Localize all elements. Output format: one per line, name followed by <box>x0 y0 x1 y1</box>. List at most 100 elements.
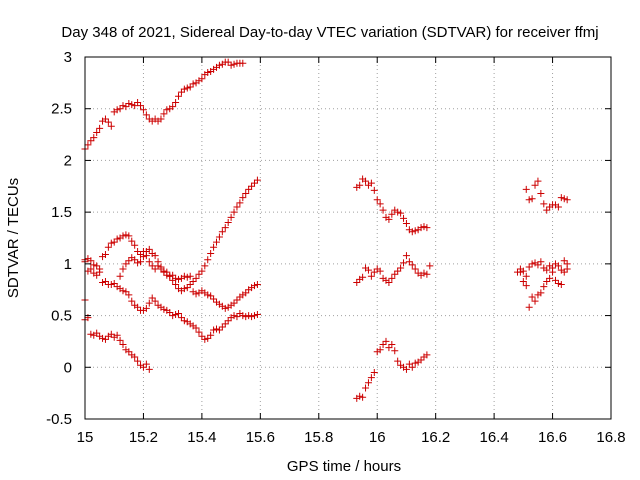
data-point <box>250 282 258 290</box>
data-point <box>239 194 247 202</box>
y-tick-label: 1.5 <box>51 204 72 221</box>
data-point <box>525 263 533 271</box>
points-layer <box>81 58 571 402</box>
x-tick-label: 16.6 <box>538 429 567 446</box>
data-point <box>192 290 200 298</box>
data-point <box>408 363 416 371</box>
data-point <box>531 181 539 189</box>
data-point <box>119 265 127 273</box>
data-point <box>122 103 130 111</box>
data-point <box>207 292 215 300</box>
data-point <box>101 251 109 259</box>
data-point <box>142 304 150 312</box>
data-point <box>195 328 203 336</box>
data-point <box>230 312 238 320</box>
data-point <box>157 115 165 123</box>
x-tick-label: 15.8 <box>304 429 333 446</box>
data-point <box>563 265 571 273</box>
data-point <box>213 325 220 333</box>
data-point <box>145 258 153 266</box>
data-point <box>151 252 159 260</box>
data-point <box>93 262 101 270</box>
data-point <box>385 344 393 352</box>
data-point <box>125 232 133 240</box>
data-point <box>516 268 524 276</box>
data-point <box>242 289 250 297</box>
data-point <box>250 179 258 187</box>
data-point <box>400 214 408 222</box>
data-point <box>426 262 434 270</box>
data-point <box>160 305 168 313</box>
data-point <box>204 69 212 77</box>
data-point <box>420 269 428 277</box>
data-point <box>145 245 153 253</box>
data-point <box>543 266 551 274</box>
data-point <box>417 224 425 232</box>
data-point <box>534 177 542 185</box>
data-point <box>116 336 124 344</box>
data-point <box>411 359 419 367</box>
data-point <box>215 326 223 334</box>
data-point <box>148 294 156 302</box>
data-point <box>227 61 235 69</box>
data-point <box>131 256 139 264</box>
data-point <box>169 103 177 111</box>
data-point <box>198 75 206 83</box>
chart-title: Day 348 of 2021, Sidereal Day-to-day VTE… <box>61 24 598 41</box>
data-point <box>402 365 410 373</box>
data-point <box>204 256 212 264</box>
data-point <box>172 311 180 319</box>
data-point <box>87 265 95 273</box>
y-tick-label: 3 <box>64 49 72 66</box>
data-point <box>137 258 145 266</box>
data-point <box>116 105 124 113</box>
data-point <box>543 277 551 285</box>
data-point <box>93 129 101 137</box>
data-point <box>411 265 419 273</box>
data-point <box>122 260 130 268</box>
data-point <box>420 223 428 231</box>
data-point <box>359 393 367 401</box>
x-tick-label: 16.8 <box>596 429 625 446</box>
data-point <box>519 267 527 275</box>
data-point <box>397 264 405 272</box>
data-series <box>353 337 431 402</box>
x-tick-label: 16 <box>369 429 386 446</box>
data-point <box>137 102 145 110</box>
data-point <box>537 258 545 266</box>
data-point <box>540 200 548 208</box>
data-point <box>370 186 378 194</box>
data-point <box>213 238 220 246</box>
data-point <box>367 179 375 187</box>
data-point <box>540 283 548 291</box>
data-point <box>423 351 431 359</box>
data-point <box>379 206 387 214</box>
data-point <box>362 384 370 392</box>
data-point <box>417 356 425 364</box>
data-point <box>563 196 571 204</box>
data-series <box>87 329 153 373</box>
data-point <box>248 182 256 190</box>
data-point <box>245 185 253 193</box>
data-point <box>353 278 361 286</box>
data-point <box>522 282 530 290</box>
y-tick-label: 2.5 <box>51 101 72 118</box>
data-point <box>169 312 177 320</box>
y-axis-label: SDTVAR / TECUs <box>5 178 22 298</box>
data-point <box>224 317 232 325</box>
data-point <box>554 203 562 211</box>
data-point <box>522 185 530 193</box>
data-point <box>180 272 188 280</box>
data-point <box>172 281 180 289</box>
data-point <box>128 237 136 245</box>
data-point <box>402 252 410 260</box>
data-point <box>385 215 393 223</box>
data-point <box>84 141 92 149</box>
x-tick-label: 16.2 <box>421 429 450 446</box>
data-point <box>207 250 215 258</box>
data-point <box>107 239 115 247</box>
data-point <box>122 288 130 296</box>
data-point <box>96 268 104 276</box>
data-point <box>90 261 98 269</box>
plot-frame <box>84 56 612 420</box>
